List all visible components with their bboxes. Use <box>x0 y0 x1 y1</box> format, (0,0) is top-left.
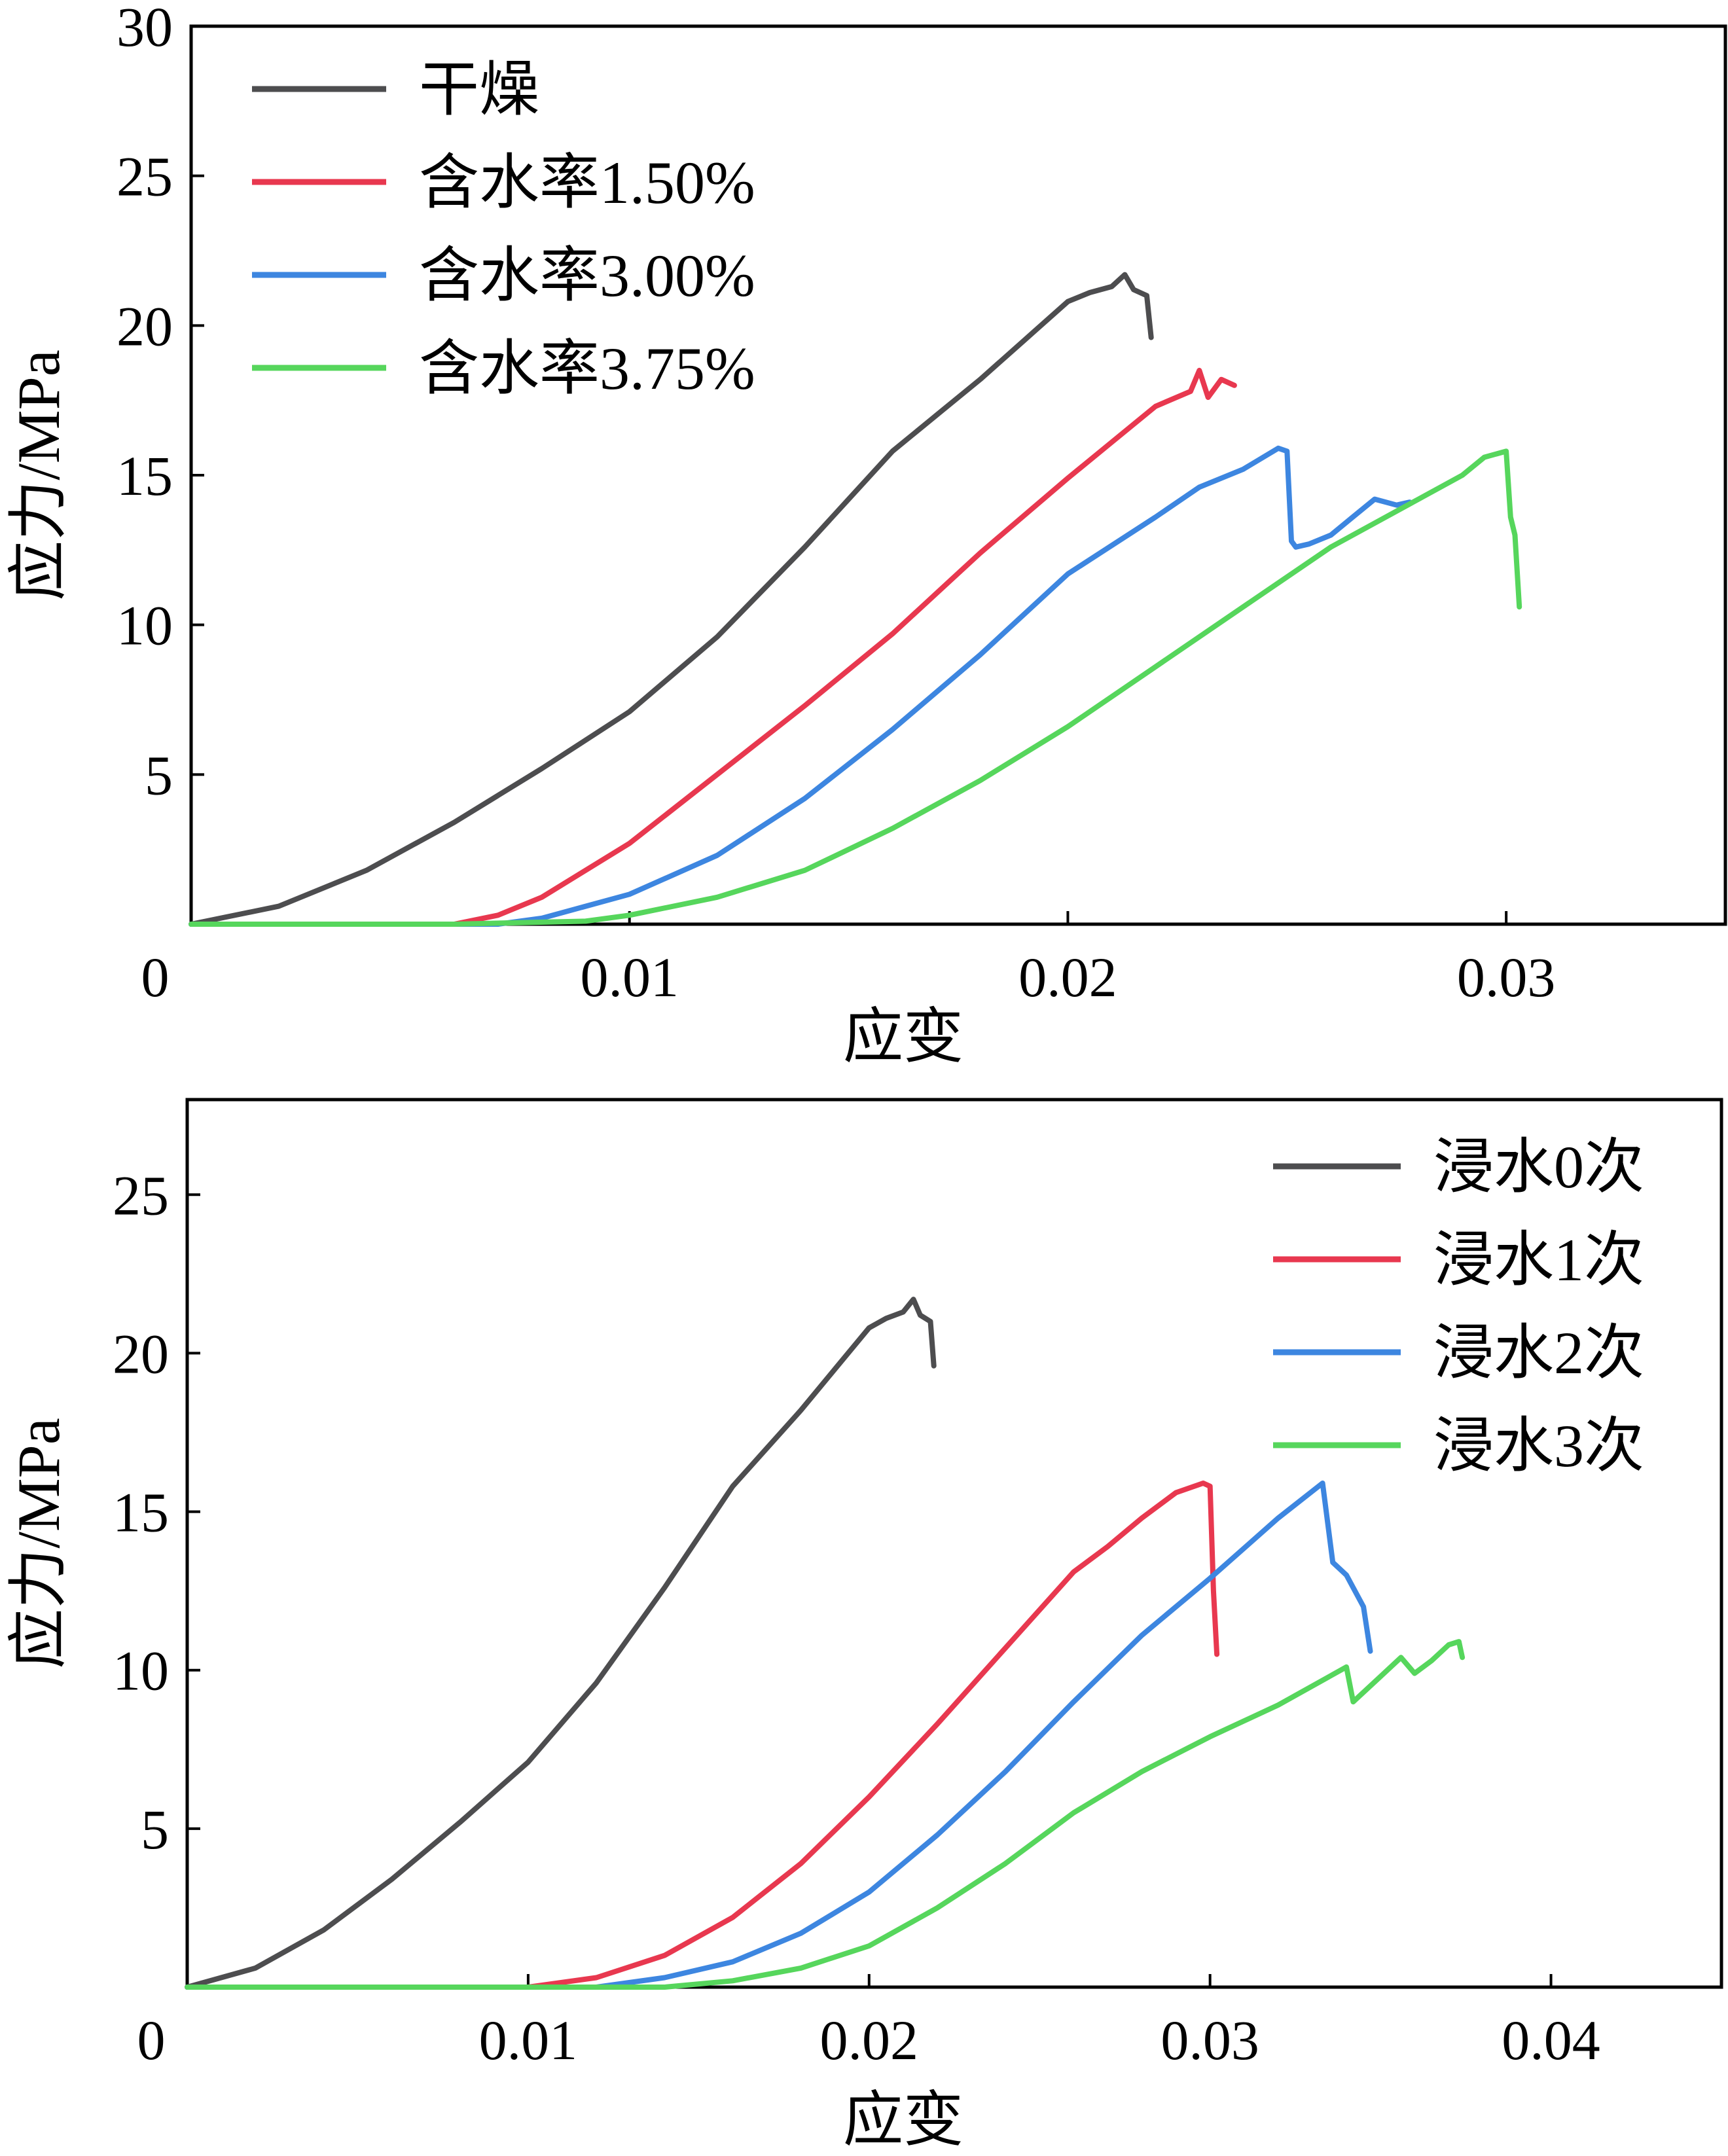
x-axis-label: 应变 <box>843 1003 963 1070</box>
x-tick-label: 0.03 <box>1161 2009 1259 2072</box>
axis-ticks <box>191 25 1508 924</box>
series-line <box>189 448 1522 927</box>
y-tick-label: 10 <box>117 594 173 657</box>
y-tick-label: 15 <box>117 444 173 507</box>
y-axis-label: 应力/MPa <box>5 350 72 600</box>
series-line <box>189 272 1154 927</box>
series-line <box>185 1481 1220 1990</box>
series-line <box>185 1481 1373 1990</box>
series-line <box>189 445 1413 927</box>
y-tick-label: 10 <box>113 1640 169 1702</box>
legend-label: 浸水1次 <box>1433 1227 1644 1293</box>
y-axis-label: 应力/MPa <box>5 1418 72 1668</box>
chart-top: 0 0.01 0.02 0.03 5 10 15 20 25 30 应变 应力/MPa 干燥含水率… <box>5 0 1727 1070</box>
legend-label: 浸水0次 <box>1433 1134 1644 1200</box>
x-tick-label: 0.03 <box>1457 946 1556 1009</box>
x-axis-label: 应变 <box>843 2087 963 2153</box>
legend-label: 干燥 <box>419 56 539 123</box>
tick-labels: 0 0.01 0.02 0.03 0.04 5 10 15 20 25 <box>113 1164 1600 2072</box>
y-tick-label: 15 <box>113 1481 169 1544</box>
y-tick-label: 25 <box>117 145 173 208</box>
x-tick-label: 0.01 <box>580 946 679 1009</box>
series-line <box>185 1639 1466 1990</box>
tick-labels: 0 0.01 0.02 0.03 5 10 15 20 25 30 <box>117 0 1555 1009</box>
x-tick-label: 0 <box>141 946 170 1009</box>
y-tick-label: 20 <box>113 1322 169 1385</box>
series-lines <box>189 272 1522 927</box>
axis-ticks <box>187 1193 1553 1987</box>
series-line <box>185 1297 937 1990</box>
y-tick-label: 20 <box>117 295 173 357</box>
x-tick-label: 0.04 <box>1502 2009 1600 2072</box>
x-tick-label: 0.02 <box>1018 946 1117 1009</box>
x-tick-label: 0 <box>137 2009 166 2072</box>
series-lines <box>185 1297 1466 1990</box>
legend-label: 含水率3.75% <box>419 335 755 402</box>
legend-label: 含水率3.00% <box>419 242 755 309</box>
plot-frame <box>185 1098 1723 1989</box>
legend-label: 含水率1.50% <box>419 149 755 216</box>
x-tick-label: 0.02 <box>820 2009 919 2072</box>
series-line <box>189 367 1237 927</box>
y-tick-label: 5 <box>145 744 173 806</box>
x-tick-label: 0.01 <box>479 2009 578 2072</box>
legend-label: 浸水3次 <box>1433 1412 1644 1479</box>
chart-bottom: 0 0.01 0.02 0.03 0.04 5 10 15 20 25 应变 应力/MPa 浸水0… <box>5 1098 1723 2153</box>
y-tick-label: 30 <box>117 0 173 58</box>
y-tick-label: 25 <box>113 1164 169 1227</box>
y-tick-label: 5 <box>141 1798 169 1861</box>
legend-label: 浸水2次 <box>1433 1320 1644 1386</box>
